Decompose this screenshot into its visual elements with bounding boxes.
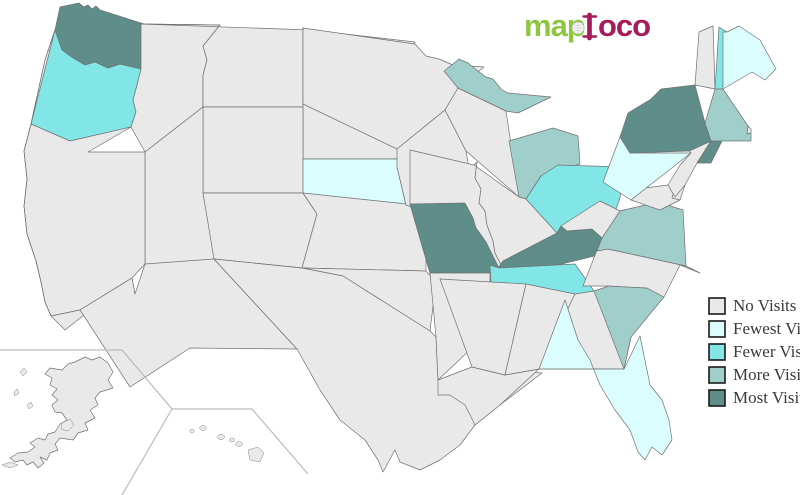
svg-text:Fewest Visits: Fewest Visits <box>733 319 800 338</box>
svg-text:oco: oco <box>598 8 650 43</box>
svg-text:No Visits: No Visits <box>733 296 796 315</box>
svg-text:More Visits: More Visits <box>733 365 800 384</box>
svg-text:Most Visits: Most Visits <box>733 388 800 407</box>
svg-text:Fewer Visits: Fewer Visits <box>733 342 800 361</box>
